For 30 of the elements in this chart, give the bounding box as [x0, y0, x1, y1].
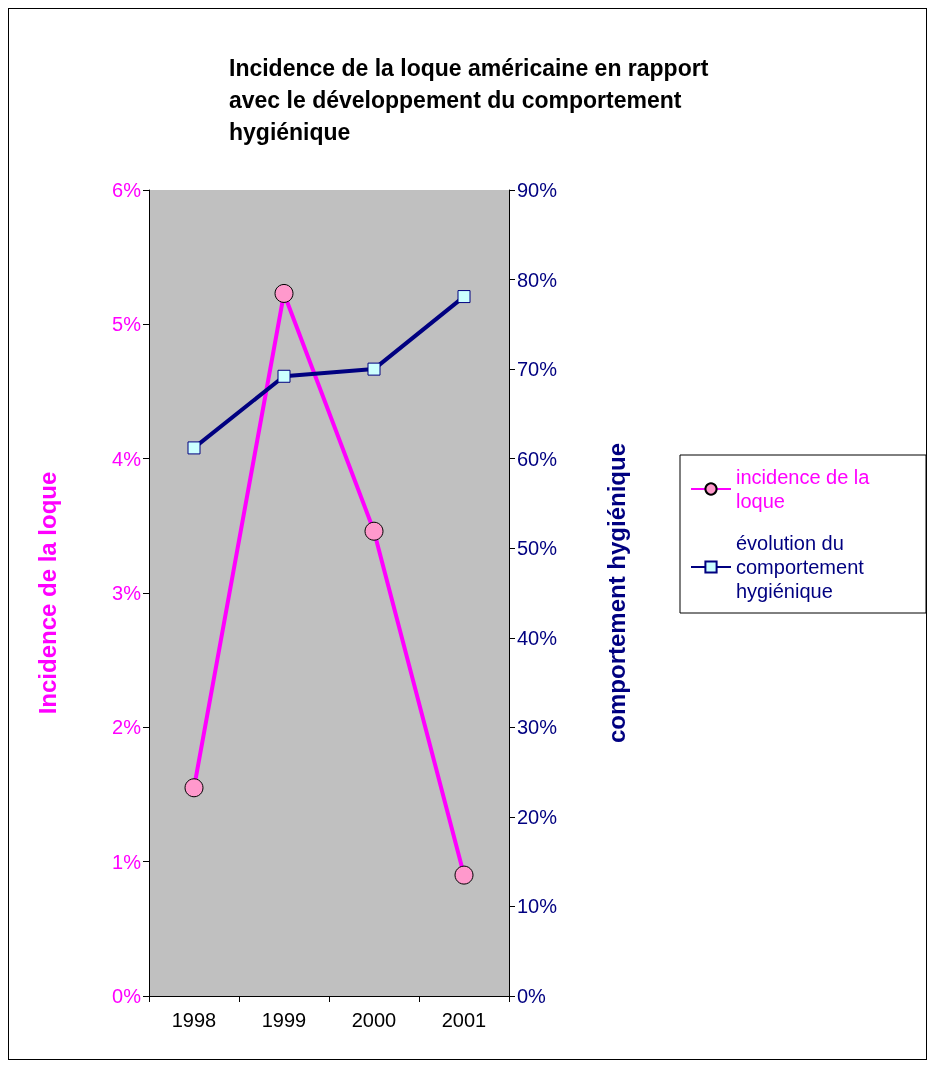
legend-label: évolution du comportement hygiénique — [736, 532, 870, 602]
x-tick-label: 1998 — [171, 1009, 217, 1031]
x-tick-label: 2001 — [441, 1009, 487, 1031]
y-tick-label: 5% — [112, 313, 142, 336]
y2-axis-title: comportement hygiénique — [602, 442, 630, 744]
y-tick-label: 3% — [112, 582, 142, 604]
y-tick-label: 6% — [112, 179, 142, 201]
y2-tick-label: 20% — [517, 805, 558, 828]
point — [457, 290, 471, 304]
legend-label: incidence de la loque — [736, 466, 875, 512]
y2-tick-label: 80% — [517, 268, 558, 291]
y-tick-label: 0% — [112, 985, 142, 1007]
y2-tick-label: 60% — [517, 447, 558, 470]
x-tick-label: 1999 — [261, 1009, 307, 1031]
y-tick-label: 4% — [112, 447, 142, 470]
y2-tick-label: 50% — [517, 537, 558, 560]
y2-tick-label: 0% — [517, 985, 547, 1007]
point — [367, 362, 381, 376]
y2-tick-label: 10% — [517, 895, 558, 918]
y2-tick-label: 30% — [517, 716, 558, 739]
x-tick-label: 2000 — [351, 1009, 397, 1031]
chart-title: Incidence de la loque américaine en rapport avec le développement du comportement hygiénique — [229, 55, 715, 145]
y2-tick-label: 70% — [517, 358, 558, 381]
point — [187, 441, 201, 455]
y2-tick-label: 90% — [517, 179, 558, 201]
y2-tick-label: 40% — [517, 626, 558, 649]
y-tick-label: 1% — [112, 850, 142, 873]
y-tick-label: 2% — [112, 716, 142, 739]
y-axis-title: Incidence de la loque — [33, 471, 61, 715]
point — [277, 369, 291, 383]
